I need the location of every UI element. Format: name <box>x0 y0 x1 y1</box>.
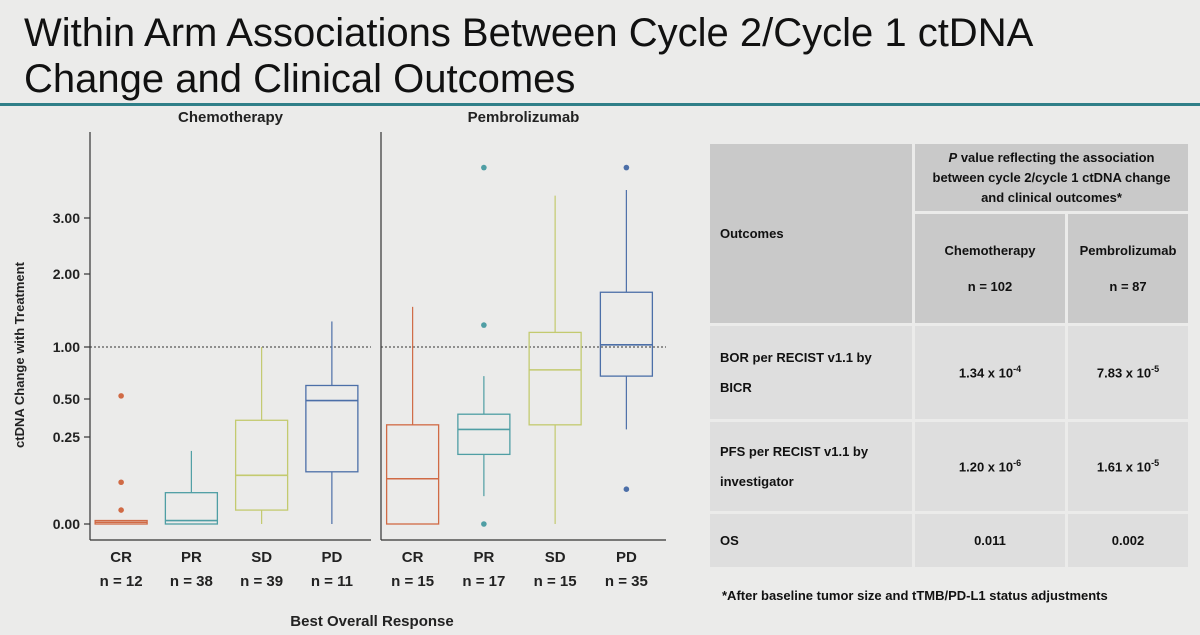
outlier-point <box>118 479 124 486</box>
pvalue-os-pembro: 0.002 <box>1065 511 1191 570</box>
title-divider <box>0 103 1200 106</box>
box-body <box>305 384 359 473</box>
box-body <box>385 424 440 525</box>
arm-pembrolizumab-name: Pembrolizumab <box>1079 242 1177 258</box>
panel-title: Pembrolizumab <box>468 109 580 126</box>
table-footnote: *After baseline tumor size and tTMB/PD-L… <box>722 588 1108 603</box>
x-category-label: SD <box>545 549 566 566</box>
box-body <box>599 291 654 377</box>
x-category-n: n = 11 <box>311 573 353 590</box>
pvalue-table: Outcomes P value reflecting the associat… <box>707 141 1191 570</box>
y-tick-label: 3.00 <box>53 210 80 226</box>
pvalue-pfs-pembro: 1.61 x 10-5 <box>1065 419 1191 514</box>
pvalue-bor-chemo: 1.34 x 10-4 <box>912 323 1068 422</box>
pvalue-header: P value reflecting the association betwe… <box>912 141 1191 214</box>
outlier-point <box>623 486 630 493</box>
box-body <box>528 331 582 426</box>
pvalue-header-italic: P <box>948 149 958 165</box>
arm-pembrolizumab-n: n = 87 <box>1109 278 1147 294</box>
outlier-point <box>481 521 487 527</box>
arm-chemotherapy-header: Chemotherapy n = 102 <box>912 211 1068 326</box>
table-row: PFS per RECIST v1.1 by investigator 1.20… <box>707 419 1191 514</box>
x-axis-label: Best Overall Response <box>290 613 453 630</box>
outcome-pfs: PFS per RECIST v1.1 by investigator <box>707 419 915 514</box>
y-tick-label: 0.50 <box>53 391 80 407</box>
box-body <box>234 419 289 511</box>
arm-chemotherapy-name: Chemotherapy <box>944 242 1036 258</box>
x-category-label: CR <box>110 549 132 566</box>
pvalue-header-text: value reflecting the association between… <box>932 149 1171 205</box>
slide-title: Within Arm Associations Between Cycle 2/… <box>24 11 1032 101</box>
outlier-point <box>481 322 487 328</box>
x-category-label: PD <box>616 549 637 566</box>
x-category-label: CR <box>402 549 424 566</box>
table-row: OS 0.011 0.002 <box>707 511 1191 570</box>
pvalue-bor-pembro: 7.83 x 10-5 <box>1065 323 1191 422</box>
box-body <box>164 492 219 525</box>
table-row: BOR per RECIST v1.1 by BICR 1.34 x 10-4 … <box>707 323 1191 422</box>
panel-title: Chemotherapy <box>178 109 284 126</box>
y-axis-label: ctDNA Change with Treatment <box>12 261 27 448</box>
x-category-n: n = 39 <box>240 573 283 590</box>
outlier-point <box>118 507 124 513</box>
x-category-n: n = 17 <box>462 573 505 590</box>
x-category-label: SD <box>251 549 272 566</box>
outlier-point <box>118 393 124 399</box>
outcome-os: OS <box>707 511 915 570</box>
x-category-n: n = 35 <box>605 573 648 590</box>
pvalue-pfs-chemo: 1.20 x 10-6 <box>912 419 1068 514</box>
x-category-label: PD <box>321 549 342 566</box>
x-category-label: PR <box>181 549 202 566</box>
x-category-n: n = 15 <box>534 573 577 590</box>
arm-pembrolizumab-header: Pembrolizumab n = 87 <box>1065 211 1191 326</box>
x-category-n: n = 12 <box>100 573 143 590</box>
x-category-label: PR <box>473 549 494 566</box>
arm-chemotherapy-n: n = 102 <box>967 278 1013 294</box>
y-tick-label: 1.00 <box>53 339 80 355</box>
boxplot-chart: Chemotherapy Pembrolizumab 0.00 0.25 0.50 1.0… <box>12 109 666 630</box>
x-category-n: n = 15 <box>391 573 434 590</box>
outcome-bor: BOR per RECIST v1.1 by BICR <box>707 323 915 422</box>
outcomes-header: Outcomes <box>707 141 915 326</box>
outlier-point <box>481 164 487 171</box>
box-body <box>457 413 511 456</box>
outlier-point <box>623 164 630 171</box>
y-tick-label: 0.00 <box>53 516 80 532</box>
y-tick-label: 2.00 <box>53 266 80 282</box>
y-tick-label: 0.25 <box>53 429 80 445</box>
x-category-n: n = 38 <box>170 573 213 590</box>
pvalue-os-chemo: 0.011 <box>912 511 1068 570</box>
